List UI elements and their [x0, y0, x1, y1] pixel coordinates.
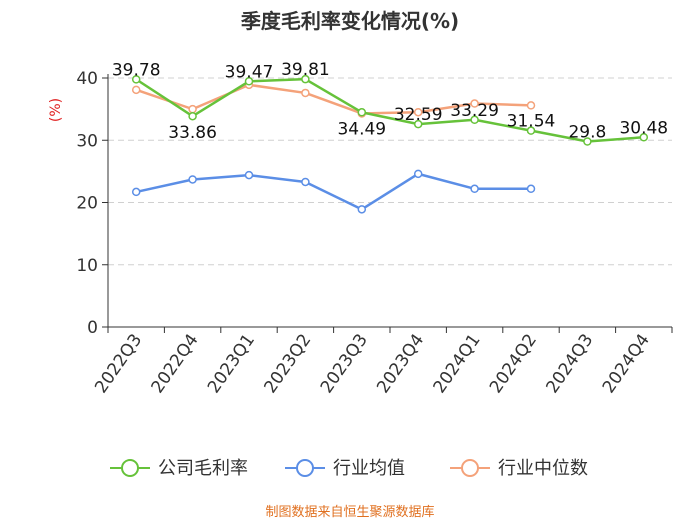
- x-tick-label: 2024Q3: [542, 330, 597, 397]
- data-point: [526, 126, 536, 135]
- x-tick-label: 2022Q4: [148, 330, 203, 397]
- data-point: [470, 99, 479, 108]
- legend-marker: [461, 459, 479, 477]
- data-point: [526, 101, 536, 110]
- y-tick-label: 30: [76, 131, 98, 151]
- y-tick-label: 40: [76, 69, 98, 89]
- data-label: 34.49: [337, 119, 386, 139]
- data-point: [470, 184, 479, 194]
- y-tick-label: 10: [76, 256, 98, 276]
- data-point: [188, 111, 197, 121]
- data-point: [301, 177, 310, 187]
- x-tick-label: 2024Q2: [486, 330, 541, 397]
- data-point: [131, 85, 141, 95]
- data-point: [244, 77, 254, 86]
- gridlines: [108, 77, 672, 266]
- data-point: [188, 104, 197, 114]
- x-tick-label: 2023Q3: [317, 330, 372, 397]
- y-tick-label: 20: [76, 194, 98, 214]
- x-tick-label: 2022Q3: [91, 330, 146, 397]
- data-point: [188, 175, 197, 184]
- data-point: [301, 88, 310, 98]
- legend-marker: [296, 459, 314, 477]
- data-point: [357, 108, 367, 117]
- data-label: 33.29: [450, 101, 499, 121]
- series-line: [135, 172, 531, 211]
- data-point: [413, 119, 423, 129]
- data-point: [639, 133, 649, 142]
- series-line: [135, 83, 532, 115]
- data-point: [131, 187, 141, 197]
- data-label: 29.8: [568, 122, 606, 142]
- data-label: 31.54: [507, 112, 556, 132]
- data-point: [413, 169, 423, 179]
- legend-label: 行业中位数: [498, 458, 588, 479]
- legend-label: 公司毛利率: [158, 458, 248, 479]
- x-tick-label: 2023Q1: [204, 330, 259, 397]
- data-point: [244, 170, 254, 180]
- data-point: [357, 205, 367, 214]
- data-label: 39.47: [225, 62, 274, 82]
- data-label: 30.48: [619, 118, 668, 138]
- data-point: [301, 74, 310, 84]
- data-label: 32.59: [394, 105, 443, 125]
- series-line: [135, 77, 644, 143]
- legend: 公司毛利率 行业均值 行业中位数: [110, 458, 588, 479]
- source-note: 制图数据来自恒生聚源数据库: [265, 504, 434, 520]
- legend-label: 行业均值: [333, 458, 405, 479]
- legend-marker: [121, 459, 139, 477]
- data-label: 39.78: [112, 60, 161, 80]
- data-point: [131, 75, 141, 84]
- data-point: [470, 115, 479, 125]
- data-labels: 39.78 33.86 39.47 39.81 34.49 32.59 33.29 31.54…: [112, 60, 668, 143]
- x-tick-label: 2024Q1: [430, 330, 485, 397]
- x-tick-label: 2023Q2: [260, 330, 315, 397]
- data-point: [526, 184, 536, 194]
- data-point: [583, 137, 592, 146]
- chart-title: 季度毛利率变化情况(%): [240, 9, 459, 33]
- series-lines: [131, 74, 649, 214]
- y-axis-label: (%): [48, 98, 64, 122]
- x-tick-label: 2024Q4: [599, 330, 654, 397]
- data-label: 33.86: [168, 123, 217, 143]
- data-label: 39.81: [281, 60, 330, 80]
- x-tick-label: 2023Q4: [373, 330, 428, 397]
- data-point: [413, 107, 423, 117]
- y-tick-label: 0: [87, 318, 98, 338]
